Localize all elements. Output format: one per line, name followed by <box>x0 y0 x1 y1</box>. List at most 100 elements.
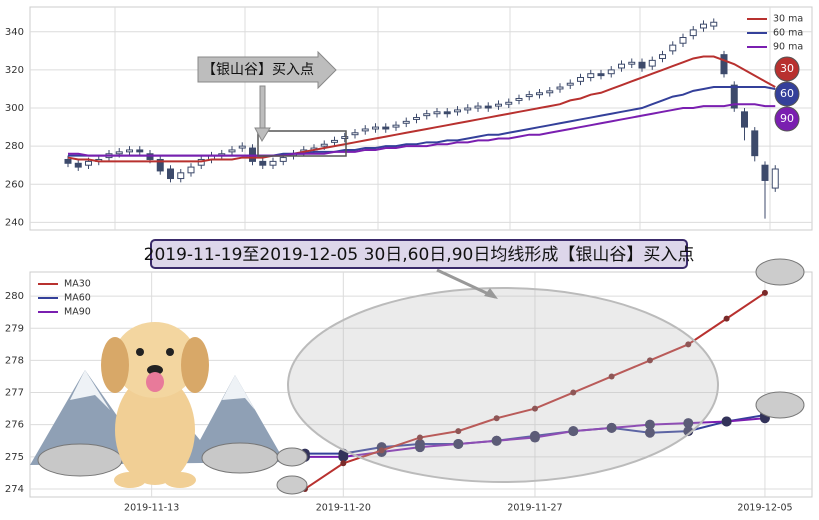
point <box>416 434 423 441</box>
candle-body <box>413 117 420 120</box>
candle-body <box>269 160 277 166</box>
candle-body <box>505 101 513 105</box>
candle-body <box>689 29 697 37</box>
candle-body <box>484 105 492 109</box>
point <box>570 389 577 396</box>
candle-body <box>628 61 636 65</box>
legend-label: 90 ma <box>773 42 803 53</box>
y-tick-label: 276 <box>5 420 24 431</box>
point <box>491 435 502 446</box>
point <box>761 289 768 296</box>
point <box>683 418 694 429</box>
point <box>414 442 425 453</box>
annotation-arrow <box>254 127 271 143</box>
candle-body <box>730 84 738 109</box>
candle-body <box>341 136 349 140</box>
candle-body <box>187 166 195 174</box>
candle-body <box>115 151 123 155</box>
candle-body <box>464 107 472 111</box>
point <box>453 438 464 449</box>
candle-body <box>669 44 677 52</box>
pointer-arrow-head <box>484 288 498 299</box>
point <box>721 416 732 427</box>
annotation-box <box>197 50 337 90</box>
point <box>338 451 349 462</box>
y-tick-label: 275 <box>5 452 24 463</box>
candle-body <box>741 111 748 128</box>
legend-label: MA30 <box>64 279 91 290</box>
annotation-stem <box>259 85 266 131</box>
badge <box>774 81 800 107</box>
candle-body <box>361 128 369 132</box>
point <box>340 460 347 467</box>
point <box>529 432 540 443</box>
x-tick-label: 2019-12-05 <box>737 503 792 514</box>
ma-line <box>67 55 776 163</box>
candle-body <box>720 54 728 75</box>
point <box>568 426 579 437</box>
candle-body <box>607 69 615 75</box>
point <box>493 415 500 422</box>
candle-body <box>710 21 718 27</box>
candle-body <box>515 97 523 101</box>
candle-body <box>423 113 431 117</box>
candle-body <box>536 92 543 96</box>
point <box>683 426 694 437</box>
point <box>723 315 730 322</box>
point <box>608 373 615 380</box>
badge-label: 90 <box>780 112 794 125</box>
candle-body <box>85 160 92 166</box>
candle-body <box>556 86 564 90</box>
legend-label: 30 ma <box>773 14 803 25</box>
candle-body <box>454 109 461 113</box>
candle-body <box>495 103 502 107</box>
candle-body <box>751 130 759 157</box>
candle-body <box>443 111 451 115</box>
candle-body <box>638 61 646 69</box>
y-tick-label: 280 <box>5 141 24 152</box>
candle-body <box>648 59 656 67</box>
y-tick-label: 278 <box>5 355 24 366</box>
candle-body <box>525 94 533 98</box>
candle-body <box>156 158 164 172</box>
point <box>646 357 653 364</box>
top-vgrid <box>114 7 771 230</box>
point <box>685 341 692 348</box>
x-tick-label: 2019-11-20 <box>316 503 371 514</box>
buy-zone <box>257 130 347 157</box>
legend-label: MA90 <box>64 307 91 318</box>
candle-body <box>392 124 400 128</box>
y-tick-label: 320 <box>5 65 24 76</box>
legend-label: 60 ma <box>773 28 803 39</box>
y-tick-label: 280 <box>5 291 24 302</box>
point <box>455 428 462 435</box>
candle-body <box>238 145 246 149</box>
candle-body <box>320 143 328 147</box>
candle-body <box>136 149 144 153</box>
candle-body <box>351 132 359 136</box>
candle-body <box>402 120 410 124</box>
y-tick-label: 260 <box>5 179 24 190</box>
candle-body <box>331 139 338 143</box>
candle-body <box>382 126 390 130</box>
candle-body <box>279 157 287 162</box>
candle-body <box>761 164 769 181</box>
candle-body <box>433 111 441 115</box>
top-plot <box>29 6 813 231</box>
candle-body <box>228 149 236 153</box>
candle-body <box>618 63 625 69</box>
candle-body <box>566 82 574 86</box>
candle-body <box>597 73 605 77</box>
point <box>531 405 538 412</box>
pointer-arrow <box>436 268 496 299</box>
banner-title: 2019-11-19至2019-12-05 30日,60日,90日均线形成【银山… <box>144 245 695 265</box>
candle-body <box>259 160 267 166</box>
banner <box>150 239 688 269</box>
candle-body <box>126 149 133 153</box>
candle-body <box>587 73 595 79</box>
y-tick-label: 300 <box>5 103 24 114</box>
x-tick-label: 2019-11-27 <box>507 503 562 514</box>
highlight-ellipse <box>287 287 719 483</box>
badge-label: 60 <box>780 87 794 100</box>
